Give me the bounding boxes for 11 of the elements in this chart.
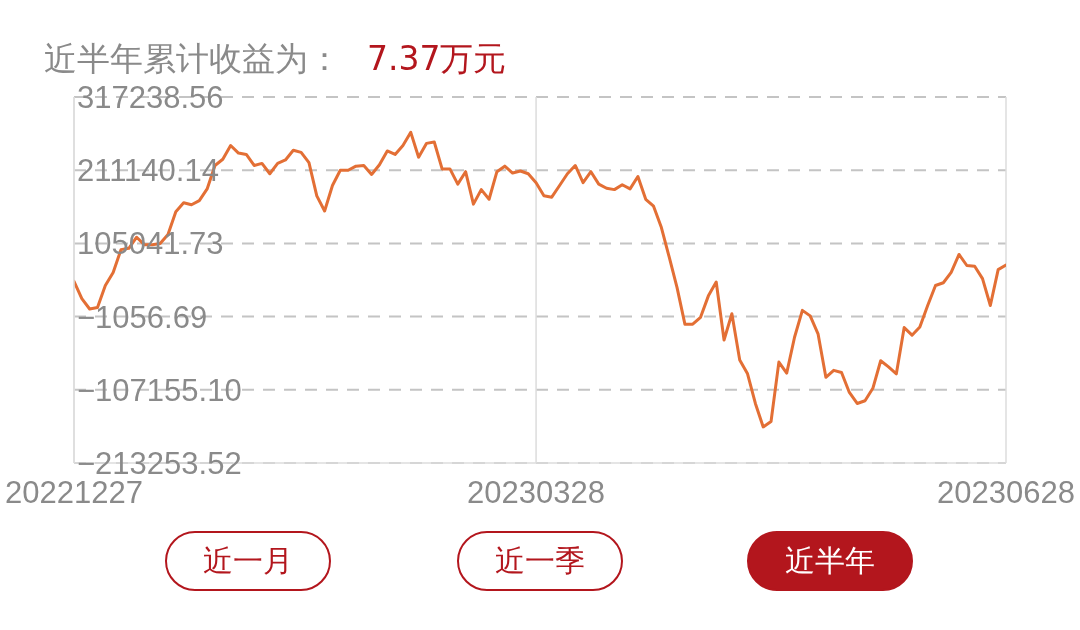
line-series xyxy=(74,130,1006,429)
x-tick-label: 20230328 xyxy=(467,475,606,511)
y-tick-label: −107155.10 xyxy=(77,372,242,408)
chart-subtitle: 7.37万元 xyxy=(367,39,507,78)
x-tick-label: 20230628 xyxy=(937,475,1075,511)
y-tick-label: 317238.56 xyxy=(77,80,224,115)
period-button: 近半年 xyxy=(747,531,913,591)
chart-title: 近半年累计收益为： xyxy=(44,39,341,78)
period-button: 近一季 xyxy=(457,531,623,591)
period-button: 近一月 xyxy=(165,531,331,591)
y-tick-label: −1056.69 xyxy=(77,299,208,335)
